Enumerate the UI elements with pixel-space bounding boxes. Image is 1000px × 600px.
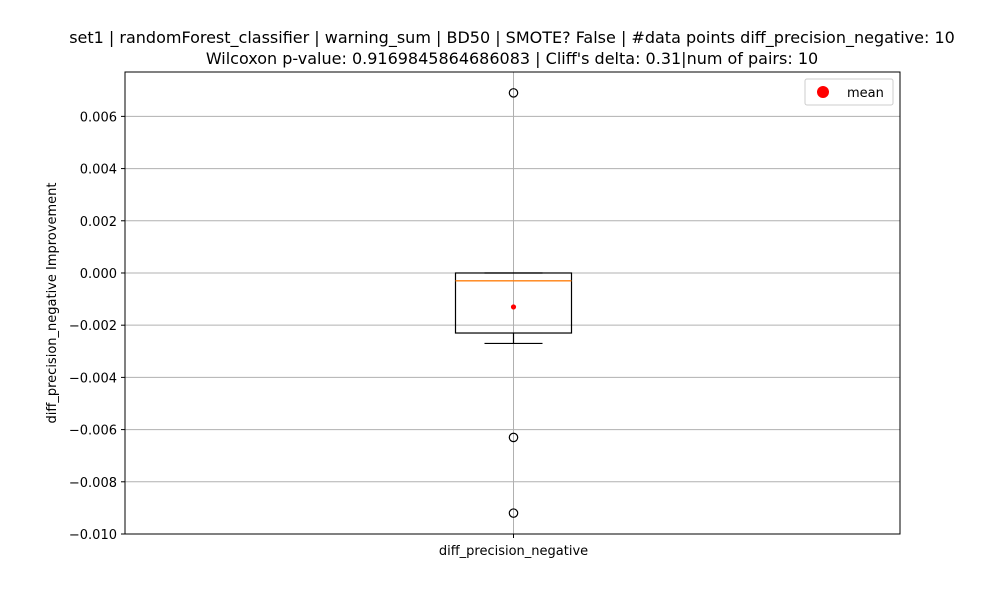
x-axis-ticks: diff_precision_negative bbox=[439, 534, 588, 559]
x-tick-label: diff_precision_negative bbox=[439, 544, 588, 559]
legend-mean-label: mean bbox=[847, 86, 884, 101]
y-tick-label: −0.010 bbox=[69, 528, 117, 543]
outlier-point bbox=[508, 88, 519, 98]
chart-title-line-1: set1 | randomForest_classifier | warning… bbox=[69, 28, 955, 48]
plot-area-frame bbox=[124, 71, 901, 535]
y-tick-label: −0.008 bbox=[69, 476, 117, 491]
y-tick-label: −0.006 bbox=[69, 424, 117, 439]
outlier-point bbox=[508, 508, 519, 518]
iqr-box bbox=[454, 272, 573, 334]
y-tick-label: −0.004 bbox=[69, 371, 117, 386]
outlier-point bbox=[508, 432, 519, 443]
y-axis-ticks: −0.010 −0.008 −0.006 −0.004 −0.002 0.000 0.002… bbox=[69, 110, 125, 543]
legend-frame bbox=[804, 78, 894, 106]
legend-mean-marker bbox=[817, 86, 829, 98]
grid-lines bbox=[125, 72, 900, 535]
chart-title-line-2: Wilcoxon p-value: 0.9169845864686083 | C… bbox=[206, 49, 818, 68]
y-tick-label: 0.000 bbox=[80, 267, 117, 282]
box-plot-marks bbox=[454, 88, 573, 518]
y-tick-label: 0.002 bbox=[80, 215, 117, 230]
y-tick-label: −0.002 bbox=[69, 319, 117, 334]
y-tick-label: 0.006 bbox=[80, 110, 117, 125]
y-axis-label: diff_precision_negative Improvement bbox=[45, 183, 60, 424]
mean-marker bbox=[510, 304, 517, 310]
legend: mean bbox=[804, 78, 894, 106]
chart-title: set1 | randomForest_classifier | warning… bbox=[69, 28, 955, 68]
y-tick-label: 0.004 bbox=[80, 163, 117, 178]
